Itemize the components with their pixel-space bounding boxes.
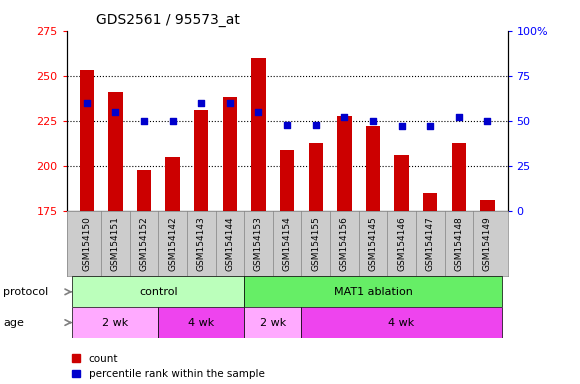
Bar — [137, 170, 151, 211]
Bar — [452, 142, 466, 211]
Point — [225, 100, 234, 106]
Point — [426, 123, 435, 129]
Point — [197, 100, 206, 106]
Text: age: age — [3, 318, 24, 328]
Legend: count, percentile rank within the sample: count, percentile rank within the sample — [72, 354, 264, 379]
Bar — [394, 155, 409, 211]
Text: GSM154151: GSM154151 — [111, 217, 120, 271]
Bar — [244, 307, 302, 338]
Text: MAT1 ablation: MAT1 ablation — [334, 287, 412, 297]
Bar — [158, 307, 244, 338]
Bar — [165, 157, 180, 211]
Bar — [72, 307, 158, 338]
Bar — [366, 126, 380, 211]
Point — [111, 109, 120, 115]
Text: protocol: protocol — [3, 287, 48, 297]
Text: 4 wk: 4 wk — [389, 318, 415, 328]
Bar — [423, 193, 437, 211]
Bar — [72, 276, 244, 307]
Point — [397, 123, 406, 129]
Text: GSM154155: GSM154155 — [311, 217, 320, 271]
Text: 2 wk: 2 wk — [102, 318, 129, 328]
Point — [340, 114, 349, 121]
Text: GSM154149: GSM154149 — [483, 217, 492, 271]
Point — [168, 118, 177, 124]
Text: GDS2561 / 95573_at: GDS2561 / 95573_at — [96, 13, 240, 27]
Point — [139, 118, 148, 124]
Text: 2 wk: 2 wk — [260, 318, 286, 328]
Bar — [337, 116, 351, 211]
Bar — [79, 70, 94, 211]
Text: GSM154148: GSM154148 — [454, 217, 463, 271]
Bar — [480, 200, 495, 211]
Text: GSM154146: GSM154146 — [397, 217, 406, 271]
Bar — [223, 98, 237, 211]
Point — [82, 100, 92, 106]
Point — [368, 118, 378, 124]
Point — [483, 118, 492, 124]
Text: GSM154150: GSM154150 — [82, 217, 91, 271]
Bar — [302, 307, 502, 338]
Text: GSM154144: GSM154144 — [226, 217, 234, 271]
Text: control: control — [139, 287, 177, 297]
Bar — [108, 92, 122, 211]
Text: GSM154152: GSM154152 — [139, 217, 148, 271]
Text: GSM154145: GSM154145 — [368, 217, 378, 271]
Bar — [244, 276, 502, 307]
Point — [282, 121, 292, 127]
Text: GSM154156: GSM154156 — [340, 217, 349, 271]
Bar — [309, 142, 323, 211]
Point — [454, 114, 463, 121]
Bar — [194, 110, 208, 211]
Text: GSM154154: GSM154154 — [282, 217, 292, 271]
Text: GSM154147: GSM154147 — [426, 217, 435, 271]
Text: 4 wk: 4 wk — [188, 318, 215, 328]
Bar — [280, 150, 294, 211]
Text: GSM154153: GSM154153 — [254, 217, 263, 271]
Text: GSM154142: GSM154142 — [168, 217, 177, 271]
Point — [311, 121, 320, 127]
Text: GSM154143: GSM154143 — [197, 217, 206, 271]
Bar — [251, 58, 266, 211]
Point — [254, 109, 263, 115]
